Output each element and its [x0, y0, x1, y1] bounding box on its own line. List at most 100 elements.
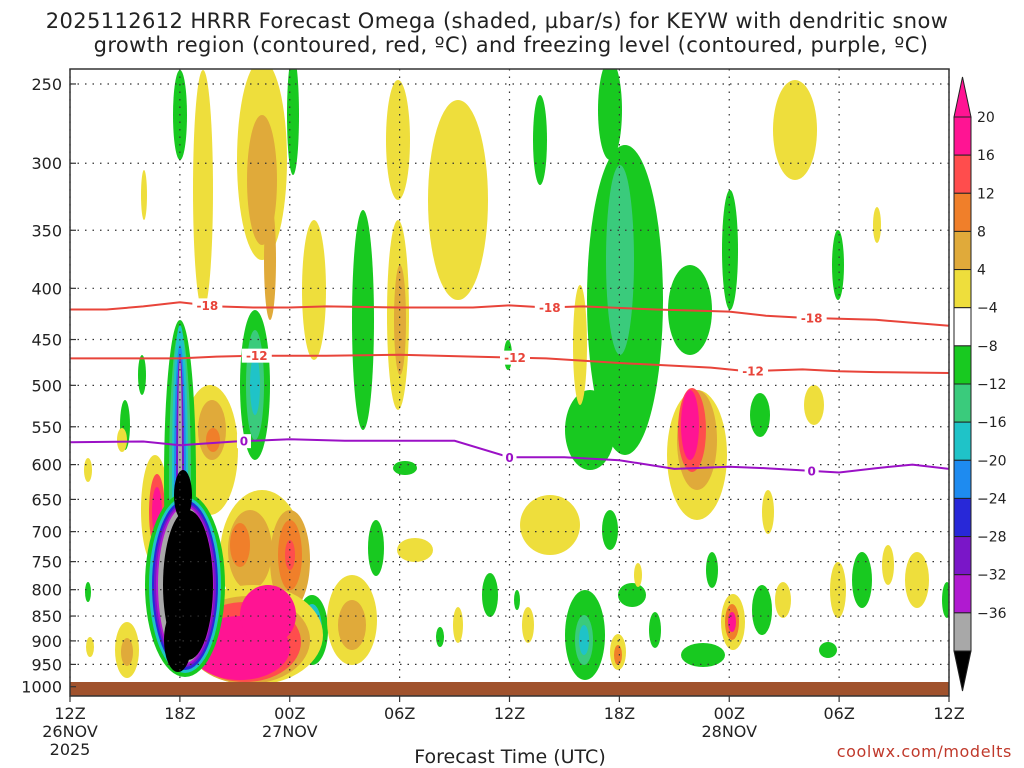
x-tick-label: 12Z	[494, 704, 525, 723]
omega-region	[606, 165, 634, 355]
omega-region	[193, 70, 213, 310]
y-tick-label: 550	[31, 418, 62, 437]
colorbar-tick-label: −28	[977, 530, 1007, 546]
omega-region	[598, 69, 622, 160]
colorbar-bin	[953, 459, 972, 499]
omega-region	[905, 552, 929, 608]
contour-line	[70, 301, 949, 327]
x-tick-label: 18Z	[164, 704, 195, 723]
omega-region	[393, 461, 417, 475]
omega-region	[514, 590, 520, 610]
omega-region	[573, 285, 587, 405]
contour-label: -12	[246, 349, 268, 363]
omega-region	[428, 100, 488, 300]
colorbar-tick-label: −8	[977, 339, 998, 355]
colorbar: 20 16 12 8 4 −4 −8 −12 −16 −20 −24 −28 −32 −36	[953, 76, 1007, 692]
omega-region	[138, 355, 146, 395]
colorbar-tick-label: −12	[977, 377, 1007, 393]
x-date-label: 26NOV	[42, 722, 98, 741]
omega-region	[230, 523, 250, 567]
x-tick-label: 12Z	[933, 704, 964, 723]
omega-region	[873, 207, 881, 243]
omega-region	[706, 552, 718, 588]
omega-region	[117, 428, 127, 452]
omega-region	[649, 612, 661, 648]
colorbar-bin	[953, 269, 972, 309]
omega-region	[453, 607, 463, 643]
contour-label: 0	[240, 435, 248, 449]
omega-region	[482, 573, 498, 617]
y-tick-label: 500	[31, 376, 62, 395]
y-tick-label: 750	[31, 553, 62, 572]
omega-region	[338, 600, 366, 650]
colorbar-bin	[953, 307, 972, 347]
colorbar-tick-label: 8	[977, 224, 986, 240]
contour-label: -18	[197, 299, 219, 313]
y-tick-label: 350	[31, 221, 62, 240]
omega-region	[164, 608, 192, 672]
contour-label: 0	[505, 451, 513, 465]
credit-text: coolwx.com/modelts	[837, 742, 1012, 761]
y-tick-label: 700	[31, 523, 62, 542]
omega-region	[882, 545, 894, 585]
contour-label: -12	[742, 365, 764, 379]
colorbar-tick-label: −4	[977, 301, 998, 317]
omega-region	[386, 80, 410, 200]
omega-region	[565, 390, 615, 470]
contour-label: -18	[539, 301, 561, 315]
y-tick-label: 650	[31, 490, 62, 509]
omega-region	[302, 220, 326, 360]
omega-region	[250, 355, 260, 415]
omega-region	[775, 582, 791, 618]
y-tick-label: 400	[31, 279, 62, 298]
omega-region	[819, 642, 837, 658]
omega-region	[522, 607, 534, 643]
omega-region	[681, 643, 725, 667]
contour-label-bg	[804, 463, 819, 478]
y-tick-label: 1000	[21, 678, 62, 697]
omega-region	[264, 200, 276, 320]
contour-label: -12	[504, 351, 526, 365]
omega-region	[942, 582, 949, 618]
omega-region	[141, 170, 147, 220]
omega-region	[436, 627, 444, 647]
x-date-label: 27NOV	[262, 722, 318, 741]
omega-region	[773, 80, 817, 180]
contour-label-bg	[534, 300, 565, 315]
omega-region	[352, 210, 374, 430]
omega-region	[602, 510, 618, 550]
x-tick-label: 00Z	[274, 704, 305, 723]
y-tick-label: 850	[31, 607, 62, 626]
colorbar-bin	[953, 230, 972, 271]
omega-region	[579, 625, 589, 655]
contour-label-bg	[502, 450, 517, 465]
omega-region	[174, 470, 192, 520]
contour-label-bg	[499, 350, 530, 365]
x-tick-label: 06Z	[823, 704, 854, 723]
colorbar-bin	[953, 192, 972, 232]
omega-region	[368, 520, 384, 576]
x-tick-label: 00Z	[714, 704, 745, 723]
omega-region	[121, 638, 133, 666]
colorbar-tick-label: 16	[977, 148, 995, 164]
y-tick-label: 450	[31, 331, 62, 350]
omega-region	[618, 583, 646, 607]
contour-label: 0	[807, 464, 815, 478]
y-axis: 250 300 350 400 450 500 550 600 650 700 750 800 850 9…	[21, 75, 76, 697]
x-tick-label: 18Z	[604, 704, 635, 723]
colorbar-bin	[953, 536, 972, 576]
omega-region	[285, 540, 295, 570]
contour-label: -18	[801, 311, 823, 325]
chart-title-line2: growth region (contoured, red, ºC) and f…	[94, 33, 929, 57]
x-tick-label: 06Z	[384, 704, 415, 723]
colorbar-bin	[953, 612, 972, 652]
colorbar-tick-label: 20	[977, 110, 995, 126]
omega-region	[852, 552, 872, 608]
omega-region	[520, 495, 580, 555]
contour-label-bg	[241, 348, 272, 363]
omega-region	[397, 538, 433, 562]
x-date-label: 28NOV	[701, 722, 757, 741]
omega-region	[804, 385, 824, 425]
colorbar-bin	[953, 497, 972, 538]
y-tick-label: 950	[31, 655, 62, 674]
